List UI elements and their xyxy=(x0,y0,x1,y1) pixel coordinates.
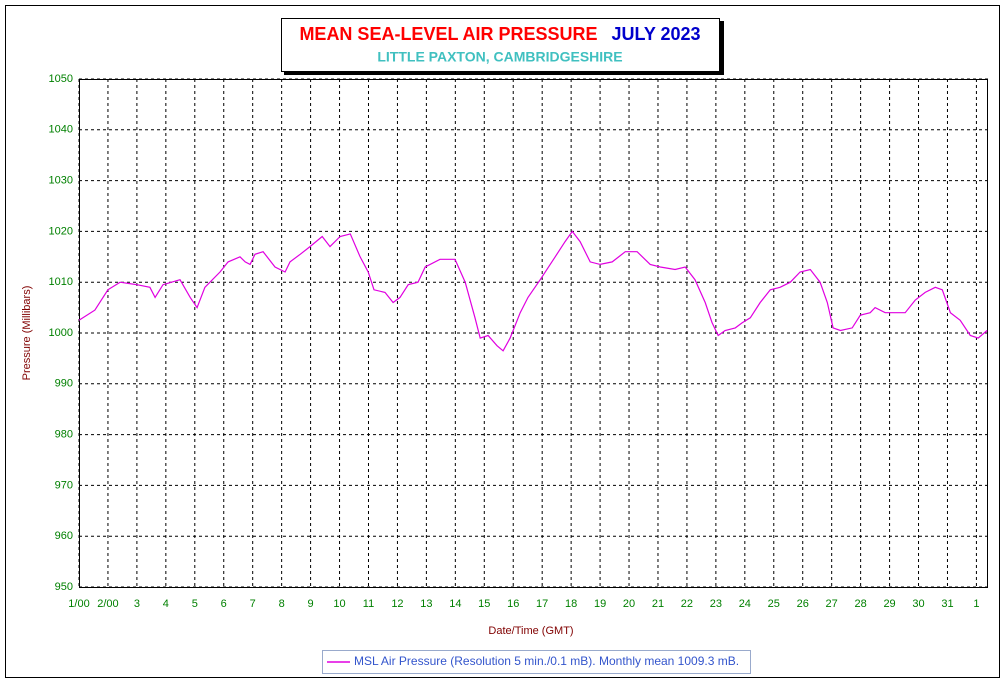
x-tick-label: 4 xyxy=(163,598,169,610)
x-tick-label: 19 xyxy=(594,598,606,610)
x-tick-label: 31 xyxy=(941,598,953,610)
y-tick-label: 1050 xyxy=(49,73,73,85)
x-tick-label: 8 xyxy=(279,598,285,610)
x-tick-label: 1 xyxy=(973,598,979,610)
x-tick-label: 25 xyxy=(768,598,780,610)
legend-label: MSL Air Pressure (Resolution 5 min./0.1 … xyxy=(354,654,739,668)
x-tick-label: 6 xyxy=(221,598,227,610)
chart-title: MEAN SEA-LEVEL AIR PRESSURE JULY 2023 xyxy=(299,24,700,44)
y-tick-label: 1000 xyxy=(49,327,73,339)
x-tick-label: 13 xyxy=(420,598,432,610)
x-tick-label: 10 xyxy=(333,598,345,610)
x-tick-label: 5 xyxy=(192,598,198,610)
y-tick-label: 1040 xyxy=(49,124,73,136)
x-tick-label: 1/00 xyxy=(68,598,89,610)
x-tick-label: 18 xyxy=(565,598,577,610)
title-period: JULY 2023 xyxy=(611,24,700,44)
x-tick-label: 22 xyxy=(681,598,693,610)
x-tick-label: 17 xyxy=(536,598,548,610)
title-main: MEAN SEA-LEVEL AIR PRESSURE xyxy=(299,24,597,44)
x-tick-label: 30 xyxy=(912,598,924,610)
x-tick-label: 28 xyxy=(854,598,866,610)
y-tick-label: 980 xyxy=(55,429,73,441)
x-tick-label: 24 xyxy=(739,598,751,610)
x-tick-label: 16 xyxy=(507,598,519,610)
x-tick-label: 27 xyxy=(826,598,838,610)
y-axis-label: Pressure (Millibars) xyxy=(21,286,33,381)
x-tick-label: 21 xyxy=(652,598,664,610)
x-axis-label: Date/Time (GMT) xyxy=(488,625,573,637)
x-tick-label: 11 xyxy=(363,598,374,610)
x-tick-label: 23 xyxy=(710,598,722,610)
y-tick-label: 990 xyxy=(55,378,73,390)
y-tick-label: 950 xyxy=(55,581,73,593)
title-box xyxy=(281,18,720,72)
x-tick-label: 14 xyxy=(449,598,461,610)
y-tick-label: 960 xyxy=(55,530,73,542)
y-tick-label: 1030 xyxy=(49,175,73,187)
y-tick-label: 1020 xyxy=(49,225,73,237)
x-tick-label: 3 xyxy=(134,598,140,610)
x-tick-label: 29 xyxy=(883,598,895,610)
x-tick-label: 15 xyxy=(478,598,490,610)
plot-border xyxy=(79,79,988,588)
x-tick-label: 12 xyxy=(391,598,403,610)
x-tick-label: 20 xyxy=(623,598,635,610)
legend-box xyxy=(322,650,751,674)
frame xyxy=(5,5,1000,678)
subtitle: LITTLE PAXTON, CAMBRIDGESHIRE xyxy=(377,49,622,65)
data-line xyxy=(78,230,988,352)
x-tick-label: 2/00 xyxy=(97,598,118,610)
y-tick-label: 1010 xyxy=(49,276,73,288)
y-tick-label: 970 xyxy=(55,479,73,491)
x-tick-label: 7 xyxy=(250,598,256,610)
x-tick-label: 26 xyxy=(797,598,809,610)
x-tick-label: 9 xyxy=(308,598,314,610)
